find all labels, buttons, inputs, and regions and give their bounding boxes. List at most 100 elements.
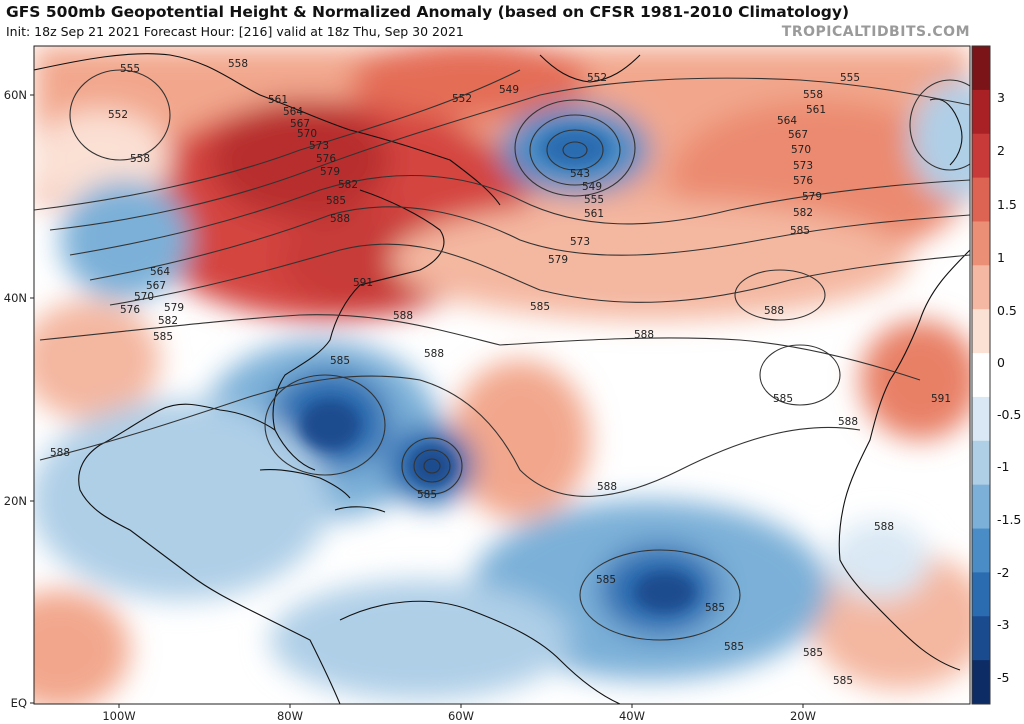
contour-label: 588: [634, 329, 654, 341]
colorbar-swatch: [972, 46, 990, 91]
colorbar-swatch: [972, 221, 990, 266]
contour-line-2: [49, 77, 970, 231]
contour-label: 558: [130, 153, 150, 165]
contour-label: 582: [793, 207, 813, 219]
latitude-axis: 60N 40N 20N EQ: [4, 88, 34, 710]
contour-label: 588: [50, 447, 70, 459]
contour-label: 585: [153, 331, 173, 343]
coast-south-america: [339, 600, 621, 704]
contour-line-7: [39, 375, 861, 497]
contour-label: 567: [290, 118, 310, 130]
colorbar-swatch: [972, 89, 990, 135]
contour-line-4: [89, 206, 970, 281]
contour-greenland-low-inner: [546, 129, 604, 171]
lat-label: EQ: [11, 696, 27, 710]
contour-label: 591: [931, 393, 951, 405]
longitude-axis: 100W 80W 60W 40W 20W: [102, 704, 816, 723]
contour-tropical-low: [579, 549, 741, 641]
colorbar-tick-label: -1: [997, 459, 1009, 474]
anomaly-canada-positive: [210, 100, 390, 220]
contour-line-1: [34, 69, 521, 211]
contour-line-3: [69, 174, 970, 256]
contour-label: 549: [499, 84, 519, 96]
contour-label: 552: [108, 109, 128, 121]
colorbar: [971, 45, 991, 705]
coast-hispaniola: [334, 506, 386, 513]
contour-label: 543: [570, 168, 590, 180]
contour-label: 573: [570, 236, 590, 248]
contour-label: 564: [283, 106, 303, 118]
contour-label: 585: [596, 574, 616, 586]
coast-cuba: [259, 468, 351, 499]
contour-label: 579: [548, 254, 568, 266]
chart-subtitle: Init: 18z Sep 21 2021 Forecast Hour: [21…: [6, 24, 464, 39]
height-contours: [34, 69, 970, 641]
anomaly-cores: [300, 128, 695, 612]
contour-label: 567: [788, 129, 808, 141]
contour-east-atlantic-high: [759, 344, 841, 406]
colorbar-swatch: [972, 309, 990, 354]
anomaly-central-atlantic-positive: [390, 200, 910, 320]
colorbar-swatch: [972, 353, 990, 398]
contour-labels: 555 558 552 558 561 564 567 570 573 576 …: [50, 58, 951, 687]
contour-greenland-low-outer: [514, 99, 636, 197]
contour-line-5: [109, 243, 970, 306]
coast-gulf-mexico: [78, 403, 276, 576]
contour-line-6: [39, 314, 921, 381]
contour-label: 573: [309, 140, 329, 152]
contour-label: 585: [724, 641, 744, 653]
colorbar-tick-label: -3: [997, 617, 1009, 632]
contour-label: 576: [316, 153, 336, 165]
colorbar-tick-label: 2: [997, 143, 1005, 158]
contour-greenland-low-mid: [529, 114, 621, 186]
colorbar-swatch: [972, 133, 990, 179]
colorbar-swatch: [972, 396, 990, 442]
contour-label: 579: [320, 166, 340, 178]
coast-greenland: [539, 54, 641, 83]
colorbar-tick-label: 1.5: [997, 197, 1017, 212]
contour-label: 561: [268, 94, 288, 106]
contour-label: 588: [764, 305, 784, 317]
anomaly-tropical-center: [635, 572, 695, 612]
lon-label: 40W: [619, 709, 645, 723]
contour-label: 585: [833, 675, 853, 687]
colorbar-tick-label: 1: [997, 250, 1005, 265]
contour-label: 564: [150, 266, 170, 278]
contour-azores-high: [734, 269, 826, 321]
contour-label: 570: [297, 128, 317, 140]
anomaly-pacific-positive: [34, 590, 130, 704]
contour-label: 558: [228, 58, 248, 70]
contour-label: 555: [120, 63, 140, 75]
contour-uk-low: [909, 79, 970, 171]
colorbar-tick-label: -2: [997, 565, 1009, 580]
lon-label: 80W: [277, 709, 303, 723]
contour-hurricane-outer: [401, 437, 463, 495]
map-frame: [33, 45, 971, 705]
contour-label: 558: [803, 89, 823, 101]
anomaly-greenland-core: [540, 128, 610, 168]
contour-label: 564: [777, 115, 797, 127]
contour-label: 582: [158, 315, 178, 327]
map-panel: 555 558 552 558 561 564 567 570 573 576 …: [34, 46, 970, 704]
colorbar-swatch: [972, 177, 990, 222]
coast-africa-europe: [838, 249, 970, 671]
colorbar-swatch: [972, 265, 990, 310]
anomaly-plains-low: [60, 180, 190, 300]
contour-label: 576: [120, 304, 140, 316]
colorbar-swatch: [972, 616, 990, 661]
contour-label: 549: [582, 181, 602, 193]
anomaly-florida-center: [300, 400, 360, 450]
colorbar-swatch: [972, 572, 990, 617]
contour-label: 555: [584, 194, 604, 206]
chart-title: GFS 500mb Geopotential Height & Normaliz…: [6, 3, 850, 21]
contour-label: 552: [452, 93, 472, 105]
coastlines: [34, 53, 970, 704]
colorbar-swatch: [972, 440, 990, 486]
coast-uk: [929, 98, 963, 166]
colorbar-swatch: [972, 660, 990, 705]
contour-label: 561: [806, 104, 826, 116]
contour-label: 591: [353, 277, 373, 289]
contour-west-low: [69, 69, 171, 161]
colorbar-tick-label: -1.5: [997, 512, 1021, 527]
lon-label: 20W: [790, 709, 816, 723]
